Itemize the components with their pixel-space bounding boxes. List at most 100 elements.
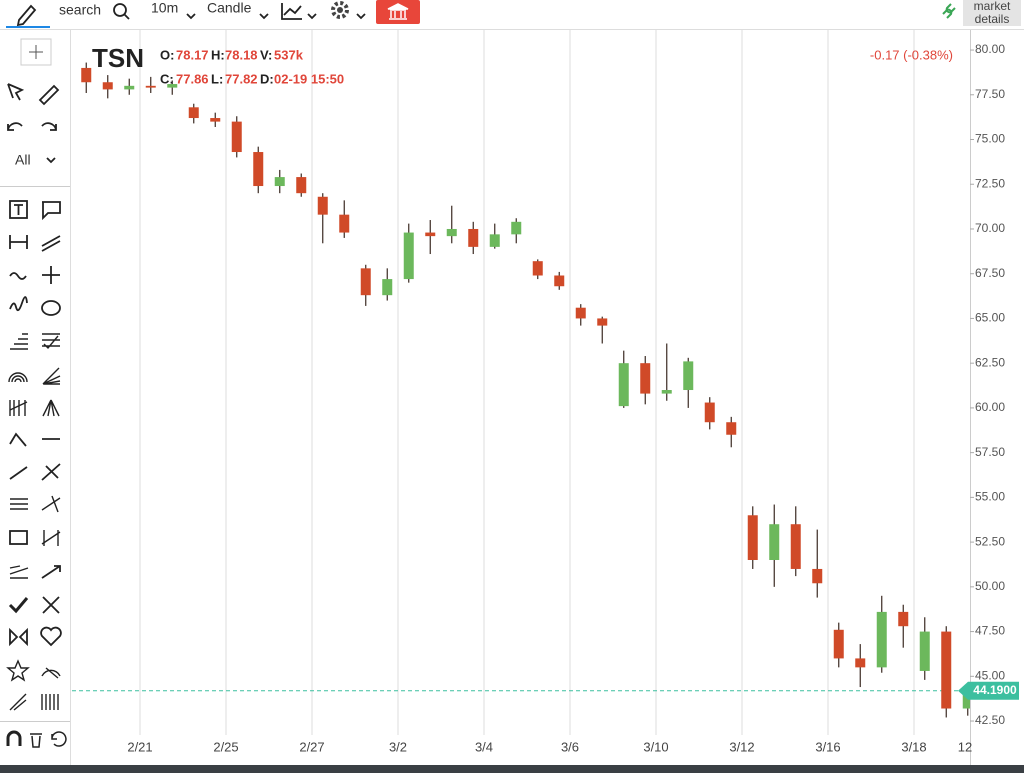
y-tick-label: 65.00	[975, 311, 1005, 325]
legend-value: 78.18	[225, 47, 258, 62]
search-input[interactable]: search	[59, 2, 101, 18]
grid	[72, 30, 970, 735]
reset-button[interactable]	[51, 731, 67, 747]
x-tick-label: 3/12	[729, 739, 754, 754]
indicators-button[interactable]	[281, 3, 302, 20]
symbol: TSN	[92, 43, 144, 73]
candle-body	[704, 402, 715, 423]
cursor-button[interactable]	[7, 83, 25, 101]
last-price-tag	[958, 681, 1019, 700]
candle-body	[102, 82, 113, 90]
search-icon[interactable]	[113, 3, 127, 17]
tool-fan[interactable]	[42, 367, 61, 385]
tool-bowtie[interactable]	[9, 627, 28, 647]
drawing-tools	[0, 200, 70, 748]
candle-body	[403, 232, 414, 280]
draw-button[interactable]	[6, 1, 50, 29]
tool-text[interactable]	[9, 200, 28, 219]
candle-body	[210, 118, 221, 122]
tool-cross[interactable]	[42, 266, 60, 284]
tool-wave[interactable]	[9, 272, 27, 280]
y-tick-label: 57.50	[975, 445, 1005, 459]
tool-measure[interactable]	[41, 530, 61, 546]
tool-arcs[interactable]	[8, 372, 28, 383]
tool-cross-line[interactable]	[41, 463, 61, 481]
x-tick-label: 3/10	[643, 739, 668, 754]
ruler-button[interactable]	[38, 84, 60, 106]
y-tick-label: 62.50	[975, 355, 1005, 369]
tool-regression[interactable]	[9, 565, 29, 579]
tool-polyline[interactable]	[9, 432, 27, 447]
candle-body	[790, 524, 801, 569]
y-tick-label: 75.00	[975, 132, 1005, 146]
interval-select[interactable]: 10m	[151, 0, 178, 16]
bank-button[interactable]	[376, 0, 420, 24]
tool-arrow[interactable]	[41, 565, 61, 579]
tool-fib-ext[interactable]	[42, 333, 60, 350]
settings-button[interactable]	[331, 1, 349, 19]
tool-timezones[interactable]	[9, 400, 28, 416]
tool-heart[interactable]	[40, 626, 62, 647]
candle-body	[747, 515, 758, 561]
settings-icon	[337, 7, 343, 13]
tool-check[interactable]	[8, 597, 29, 614]
candle-body	[597, 318, 608, 326]
candle-body	[575, 307, 586, 319]
tool-ellipse[interactable]	[41, 300, 61, 316]
candle-body	[962, 690, 970, 709]
candle-body	[812, 568, 823, 584]
candle-body	[640, 363, 651, 394]
tool-cycles[interactable]	[41, 694, 59, 710]
y-tick-label: 60.00	[975, 400, 1005, 414]
y-tick-label: 80.00	[975, 42, 1005, 56]
link-icon[interactable]	[942, 3, 956, 19]
tool-line[interactable]	[9, 466, 28, 480]
candle-body	[941, 631, 952, 709]
candle-body	[661, 390, 672, 394]
magnet-button[interactable]	[6, 730, 22, 746]
dropdown-arrow	[46, 157, 56, 164]
dropdown-arrow	[307, 13, 317, 20]
search-icon	[123, 13, 130, 20]
tool-range[interactable]	[9, 235, 28, 249]
tool-channel[interactable]	[41, 235, 61, 252]
legend-key: H:	[211, 47, 225, 62]
tool-pitchfork[interactable]	[42, 399, 60, 417]
trash-button[interactable]	[30, 733, 42, 748]
candle-body	[683, 361, 694, 391]
change-label: -0.17 (-0.38%)	[870, 47, 953, 62]
tool-parallel[interactable]	[10, 498, 28, 510]
tool-speed[interactable]	[9, 693, 27, 711]
redo-button[interactable]	[41, 122, 57, 131]
tool-rect[interactable]	[9, 530, 28, 545]
filter-select[interactable]: All	[15, 152, 31, 168]
tool-fib[interactable]	[10, 333, 28, 350]
tool-gann[interactable]	[41, 667, 61, 679]
undo-button[interactable]	[7, 122, 23, 131]
candle-body	[532, 261, 543, 276]
tool-angle[interactable]	[41, 495, 61, 513]
x-tick-label: 3/16	[815, 739, 840, 754]
tool-x[interactable]	[42, 596, 60, 614]
candle-body	[231, 121, 242, 153]
candle-body	[618, 363, 629, 407]
tool-brush[interactable]	[9, 296, 28, 312]
dropdown-arrow	[259, 13, 269, 20]
legend-key: L:	[211, 71, 223, 86]
legend-value: 78.17	[176, 47, 209, 62]
ohlc-legend: O: 78.17 H: 78.18 V: 537k C: 77.86 L: 77…	[160, 47, 344, 86]
candle-body	[468, 228, 479, 247]
candle-body	[339, 214, 350, 233]
legend-value: 77.82	[225, 71, 258, 86]
candle-body	[489, 234, 500, 247]
tool-star[interactable]	[6, 659, 30, 682]
candle-body	[726, 422, 737, 435]
top-toolbar: search 10m Candle market details	[0, 0, 1024, 30]
x-tick-label: 3/2	[389, 739, 407, 754]
chart-style-select[interactable]: Candle	[207, 0, 252, 16]
market-details-button[interactable]: market details	[963, 0, 1021, 26]
y-tick-label: 52.50	[975, 534, 1005, 548]
tool-callout[interactable]	[42, 201, 61, 221]
